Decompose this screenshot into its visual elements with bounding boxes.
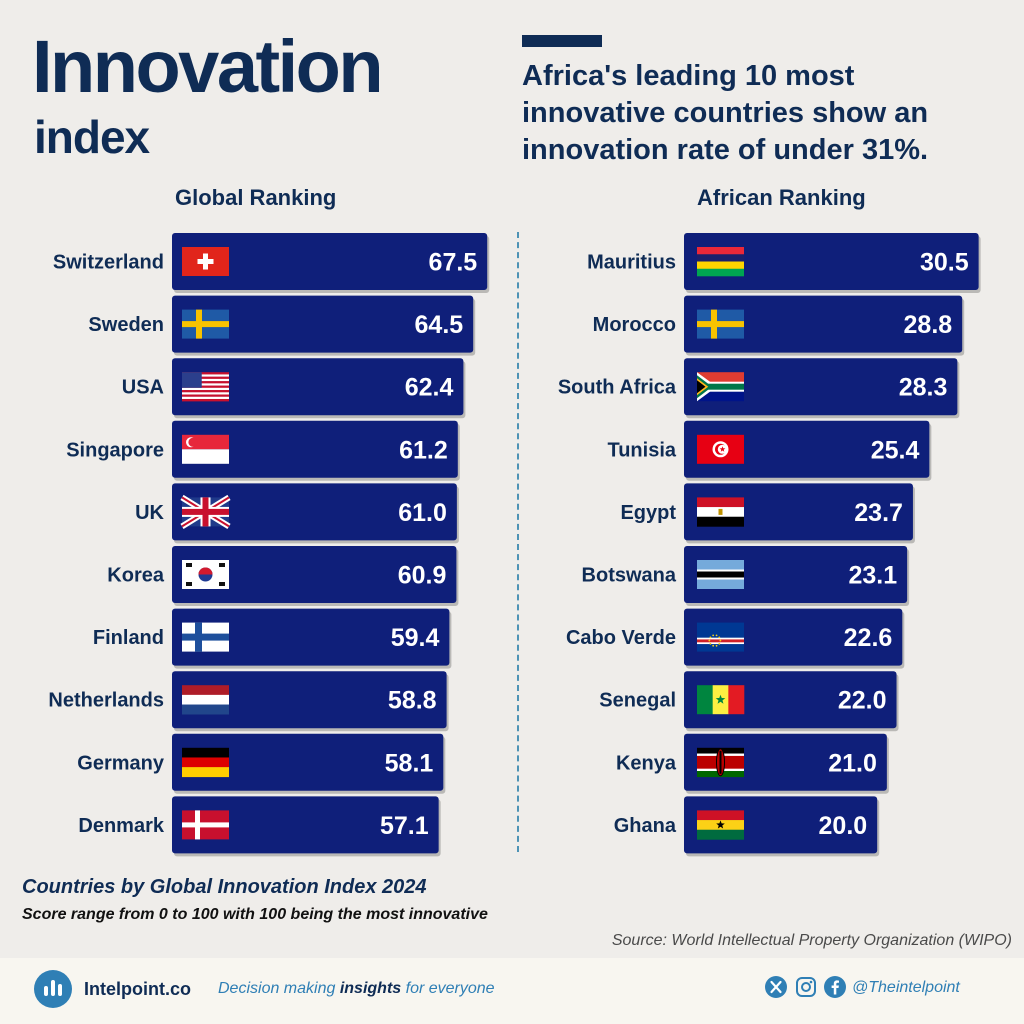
flag-morocco-icon: [697, 309, 744, 339]
category-label-sweden: Sweden: [88, 314, 164, 336]
flag-sweden-icon: [182, 309, 229, 339]
flag-singapore-icon: [182, 434, 229, 464]
flag-egypt-icon: [697, 497, 744, 527]
category-label-finland: Finland: [93, 627, 164, 649]
bar-usa: [172, 358, 464, 416]
category-label-korea: Korea: [107, 565, 165, 587]
bar-uk: [172, 483, 457, 541]
facebook-icon[interactable]: [824, 976, 846, 998]
social-handle[interactable]: @Theintelpoint: [852, 979, 960, 996]
flag-korea-icon: [182, 560, 229, 589]
value-label-morocco: 28.8: [904, 311, 953, 339]
bar-sweden: [172, 295, 474, 353]
value-label-usa: 62.4: [405, 374, 454, 402]
category-label-egypt: Egypt: [620, 502, 676, 524]
category-label-switzerland: Switzerland: [53, 252, 164, 274]
accent-bar: [522, 35, 602, 47]
bar-switzerland: [172, 233, 488, 290]
flag-south-africa-icon: [697, 372, 744, 402]
ranking-chart: 67.5 Switzerland 64.5 Sweden 62.4 USA 61.2 Sing…: [48, 233, 981, 857]
category-label-botswana: Botswana: [582, 565, 677, 587]
category-label-cabo-verde: Cabo Verde: [566, 627, 676, 649]
tagline: Decision making insights for everyone: [218, 980, 495, 997]
category-label-mauritius: Mauritius: [587, 252, 676, 274]
value-label-germany: 58.1: [385, 749, 434, 777]
value-label-tunisia: 25.4: [871, 436, 920, 464]
bar-singapore: [172, 420, 458, 478]
flag-germany-icon: [182, 747, 229, 778]
value-label-cabo-verde: 22.6: [844, 624, 893, 652]
brand-name[interactable]: Intelpoint.co: [84, 979, 191, 999]
flag-tunisia-icon: [697, 434, 744, 464]
value-label-kenya: 21.0: [828, 749, 877, 777]
bar-finland: [172, 608, 450, 666]
value-label-uk: 61.0: [398, 499, 447, 527]
category-label-kenya: Kenya: [616, 752, 677, 774]
value-label-denmark: 57.1: [380, 812, 429, 840]
flag-botswana-icon: [697, 560, 744, 589]
bar-tunisia: [684, 420, 930, 478]
value-label-mauritius: 30.5: [920, 249, 969, 277]
category-label-usa: USA: [122, 377, 164, 399]
instagram-icon[interactable]: [795, 976, 817, 998]
source-note: Source: World Intellectual Property Orga…: [611, 932, 1012, 949]
bar-morocco: [684, 295, 963, 353]
value-label-egypt: 23.7: [854, 499, 903, 527]
footer-title: Countries by Global Innovation Index 202…: [22, 876, 427, 898]
category-label-denmark: Denmark: [78, 815, 164, 837]
category-label-ghana: Ghana: [614, 815, 677, 837]
global-ranking-heading: Global Ranking: [175, 185, 337, 210]
value-label-ghana: 20.0: [819, 812, 868, 840]
flag-usa-icon: [182, 372, 229, 402]
bar-netherlands: [172, 671, 447, 729]
page-title: Innovation: [32, 25, 384, 108]
bar-mauritius: [684, 233, 979, 290]
flag-cabo-verde-icon: [697, 622, 744, 652]
category-label-uk: UK: [135, 502, 164, 524]
category-label-germany: Germany: [77, 752, 165, 774]
category-label-morocco: Morocco: [593, 314, 676, 336]
page-title-sub: index: [34, 111, 150, 163]
footer-note: Score range from 0 to 100 with 100 being…: [22, 906, 488, 923]
value-label-finland: 59.4: [391, 624, 440, 652]
flag-switzerland-icon: [182, 247, 229, 276]
category-label-senegal: Senegal: [599, 690, 676, 712]
value-label-korea: 60.9: [398, 562, 447, 590]
value-label-switzerland: 67.5: [429, 249, 478, 277]
category-label-singapore: Singapore: [66, 439, 164, 461]
flag-netherlands-icon: [182, 685, 229, 715]
value-label-botswana: 23.1: [848, 562, 897, 590]
flag-ghana-icon: [697, 810, 744, 840]
category-label-tunisia: Tunisia: [607, 439, 676, 461]
value-label-senegal: 22.0: [838, 687, 887, 715]
flag-uk-icon: [180, 494, 231, 529]
value-label-netherlands: 58.8: [388, 687, 437, 715]
flag-kenya-icon: [697, 747, 744, 778]
flag-senegal-icon: [697, 685, 745, 715]
bar-korea: [172, 546, 457, 603]
flag-finland-icon: [182, 622, 229, 652]
category-label-south-africa: South Africa: [558, 377, 677, 399]
bar-denmark: [172, 796, 439, 854]
brand-logo-icon: [34, 970, 72, 1008]
column-divider: [517, 232, 519, 852]
bar-germany: [172, 733, 444, 791]
flag-mauritius-icon: [697, 247, 744, 277]
subtitle: Africa's leading 10 most innovative coun…: [522, 60, 929, 167]
value-label-south-africa: 28.3: [899, 374, 948, 402]
african-ranking-heading: African Ranking: [697, 185, 866, 210]
x-icon[interactable]: [765, 976, 787, 998]
bottom-bar: Intelpoint.co Decision making insights f…: [0, 958, 1024, 1024]
flag-denmark-icon: [182, 810, 229, 840]
bar-south-africa: [684, 358, 958, 416]
category-label-netherlands: Netherlands: [48, 690, 164, 712]
value-label-sweden: 64.5: [415, 311, 464, 339]
value-label-singapore: 61.2: [399, 436, 448, 464]
